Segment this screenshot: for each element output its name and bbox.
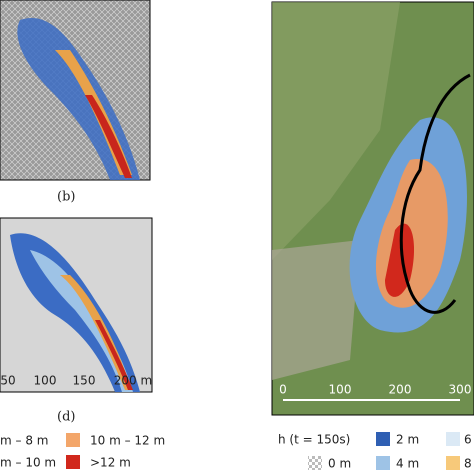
flow-deposit xyxy=(60,275,132,390)
legend-label: >12 m xyxy=(90,456,131,470)
legend-label: 10 m – 12 m xyxy=(90,434,165,448)
legend-swatch xyxy=(446,432,460,446)
legend-title: h (t = 150s) xyxy=(278,433,350,447)
scale-label: 0 xyxy=(279,383,287,397)
village xyxy=(272,240,360,380)
legend-label: 8 xyxy=(464,457,472,471)
observed-outline xyxy=(399,73,471,314)
scale-label: 300 xyxy=(449,383,472,397)
panel-d: 50 100 150 200 m (d) xyxy=(0,217,153,425)
panel-b: (b) xyxy=(0,0,151,205)
scale-label: 50 xyxy=(0,374,15,388)
legend-swatch xyxy=(446,456,460,470)
panel-right: 0 100 200 300 xyxy=(271,1,474,416)
legend-left: m – 8 m m – 10 m 10 m – 12 m >12 m xyxy=(0,433,165,470)
caption: (b) xyxy=(57,190,75,205)
scale-label: 100 xyxy=(34,374,57,388)
scale-label: 200 xyxy=(389,383,412,397)
legend-label: 6 xyxy=(464,433,472,447)
flow-deposit xyxy=(85,95,132,178)
caption: (d) xyxy=(57,410,75,425)
legend-label: 4 m xyxy=(396,457,419,471)
scale-label: 150 xyxy=(73,374,96,388)
village xyxy=(272,2,400,260)
scale-label: 200 m xyxy=(114,374,152,388)
legend-label: 0 m xyxy=(328,457,351,471)
legend-swatch xyxy=(66,455,80,469)
legend-swatch xyxy=(308,456,322,470)
legend-swatch xyxy=(66,433,80,447)
legend-label: 2 m xyxy=(396,433,419,447)
legend-label: m – 8 m xyxy=(0,434,48,448)
legend-right: h (t = 150s) 0 m 2 m 4 m 6 8 xyxy=(278,432,472,471)
flow-deposit xyxy=(95,320,133,390)
legend-label: m – 10 m xyxy=(0,456,56,470)
legend-swatch xyxy=(376,456,390,470)
flow-deposit xyxy=(30,250,133,392)
scale-label: 100 xyxy=(329,383,352,397)
legend-swatch xyxy=(376,432,390,446)
